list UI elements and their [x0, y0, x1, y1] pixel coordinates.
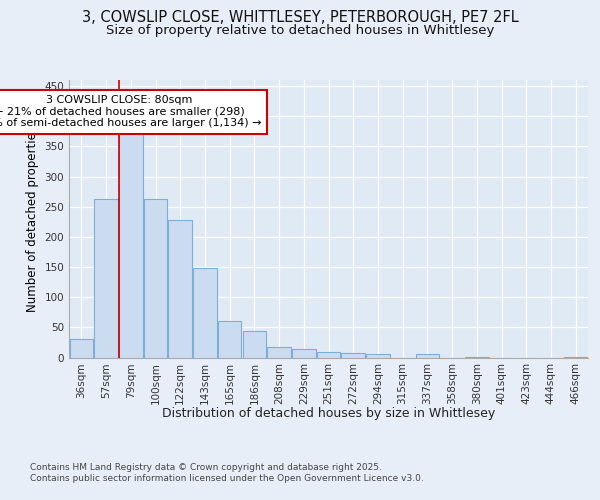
Bar: [317, 352, 340, 358]
Bar: [341, 352, 365, 358]
Bar: [169, 220, 192, 358]
Text: 3 COWSLIP CLOSE: 80sqm
← 21% of detached houses are smaller (298)
78% of semi-de: 3 COWSLIP CLOSE: 80sqm ← 21% of detached…: [0, 95, 262, 128]
Text: Contains public sector information licensed under the Open Government Licence v3: Contains public sector information licen…: [30, 474, 424, 483]
Bar: [268, 346, 291, 358]
Text: Distribution of detached houses by size in Whittlesey: Distribution of detached houses by size …: [162, 408, 496, 420]
Text: Size of property relative to detached houses in Whittlesey: Size of property relative to detached ho…: [106, 24, 494, 37]
Bar: [193, 268, 217, 358]
Bar: [119, 133, 143, 358]
Bar: [94, 200, 118, 358]
Y-axis label: Number of detached properties: Number of detached properties: [26, 126, 39, 312]
Text: 3, COWSLIP CLOSE, WHITTLESEY, PETERBOROUGH, PE7 2FL: 3, COWSLIP CLOSE, WHITTLESEY, PETERBOROU…: [82, 10, 518, 25]
Bar: [292, 349, 316, 358]
Bar: [218, 322, 241, 358]
Bar: [70, 340, 93, 357]
Text: Contains HM Land Registry data © Crown copyright and database right 2025.: Contains HM Land Registry data © Crown c…: [30, 462, 382, 471]
Bar: [144, 200, 167, 358]
Bar: [416, 354, 439, 358]
Bar: [366, 354, 389, 358]
Bar: [465, 357, 488, 358]
Bar: [242, 331, 266, 357]
Bar: [564, 357, 587, 358]
